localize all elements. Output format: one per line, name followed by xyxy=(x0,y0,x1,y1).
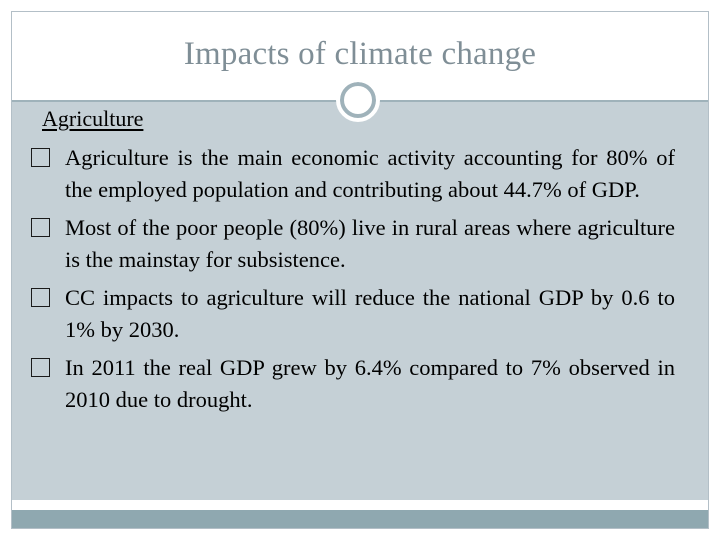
ring-divider-icon xyxy=(336,78,380,122)
slide: Impacts of climate change Agriculture Ag… xyxy=(11,11,709,529)
bullet-text: Most of the poor people (80%) live in ru… xyxy=(65,215,675,272)
bullet-item: CC impacts to agriculture will reduce th… xyxy=(31,282,675,345)
section-heading: Agriculture xyxy=(42,106,144,131)
bullet-text: CC impacts to agriculture will reduce th… xyxy=(65,285,675,342)
bullet-item: Agriculture is the main economic activit… xyxy=(31,142,675,205)
footer-bar xyxy=(12,510,708,528)
bullet-text: In 2011 the real GDP grew by 6.4% compar… xyxy=(65,355,675,412)
square-bullet-icon xyxy=(31,288,50,307)
square-bullet-icon xyxy=(31,358,50,377)
bullet-item: Most of the poor people (80%) live in ru… xyxy=(31,212,675,275)
bullet-item: In 2011 the real GDP grew by 6.4% compar… xyxy=(31,352,675,415)
bullet-list: Agriculture is the main economic activit… xyxy=(31,142,675,422)
content-area xyxy=(12,102,708,500)
square-bullet-icon xyxy=(31,148,50,167)
slide-title: Impacts of climate change xyxy=(183,36,537,72)
square-bullet-icon xyxy=(31,218,50,237)
bullet-text: Agriculture is the main economic activit… xyxy=(65,145,675,202)
